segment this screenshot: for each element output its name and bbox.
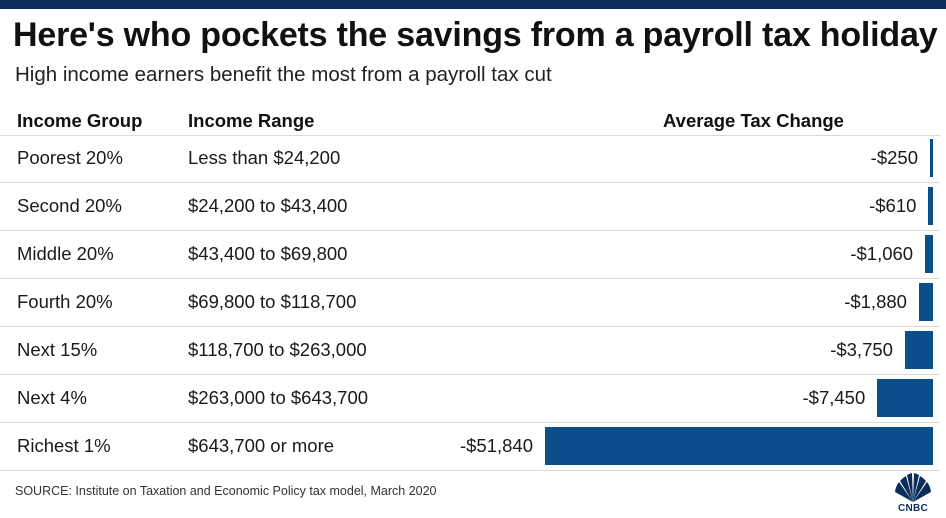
income-group-label: Middle 20% (17, 243, 114, 264)
chart-row: Middle 20% $43,400 to $69,800 -$1,060 (0, 231, 940, 279)
income-group-label: Fourth 20% (17, 291, 113, 312)
income-range-label: $643,700 or more (188, 435, 335, 456)
tax-change-bar (877, 379, 933, 417)
chart-row: Fourth 20% $69,800 to $118,700 -$1,880 (0, 279, 940, 327)
chart-row: Poorest 20% Less than $24,200 -$250 (0, 135, 940, 183)
cnbc-logo: CNBC (889, 472, 937, 516)
header-income-group: Income Group (17, 110, 143, 131)
income-group-label: Richest 1% (17, 435, 111, 456)
income-group-label: Poorest 20% (17, 147, 123, 168)
logo-text: CNBC (897, 503, 929, 514)
income-range-label: $118,700 to $263,000 (188, 339, 367, 360)
tax-change-bar (904, 331, 933, 369)
top-accent-bar (0, 0, 946, 9)
tax-change-bar (918, 283, 933, 321)
tax-change-value: -$3,750 (830, 339, 893, 360)
chart-rows: Poorest 20% Less than $24,200 -$250 Second … (0, 135, 940, 471)
tax-change-bar (545, 427, 933, 465)
header-income-range: Income Range (188, 110, 315, 131)
tax-change-value: -$7,450 (802, 387, 866, 408)
source-note: SOURCE: Institute on Taxation and Econom… (15, 484, 437, 498)
chart-row: Next 15% $118,700 to $263,000 -$3,750 (0, 327, 940, 375)
chart-title: Here's who pockets the savings from a pa… (13, 16, 938, 54)
tax-change-bar (928, 187, 933, 225)
tax-change-value: -$610 (869, 195, 917, 216)
income-range-label: $263,000 to $643,700 (188, 387, 369, 408)
tax-change-bar (925, 235, 933, 273)
income-group-label: Next 15% (17, 339, 98, 360)
income-group-label: Next 4% (17, 387, 87, 408)
chart-row: Second 20% $24,200 to $43,400 -$610 (0, 183, 940, 231)
tax-change-value: -$250 (870, 147, 918, 168)
tax-change-value: -$1,880 (844, 291, 907, 312)
header-average-tax-change: Average Tax Change (663, 110, 844, 131)
table-header: Income Group Income Range Average Tax Ch… (0, 107, 940, 136)
income-range-label: $24,200 to $43,400 (188, 195, 348, 216)
income-range-label: $43,400 to $69,800 (188, 243, 348, 264)
tax-change-value: -$1,060 (850, 243, 914, 264)
chart-row: Richest 1% $643,700 or more -$51,840 (0, 423, 940, 471)
peacock-icon (895, 473, 931, 502)
tax-change-bar (930, 139, 933, 177)
income-group-label: Second 20% (17, 195, 122, 216)
chart-row: Next 4% $263,000 to $643,700 -$7,450 (0, 375, 940, 423)
chart-subtitle: High income earners benefit the most fro… (15, 63, 552, 86)
income-range-label: $69,800 to $118,700 (188, 291, 357, 312)
tax-change-value: -$51,840 (459, 435, 533, 456)
income-range-label: Less than $24,200 (188, 147, 341, 168)
